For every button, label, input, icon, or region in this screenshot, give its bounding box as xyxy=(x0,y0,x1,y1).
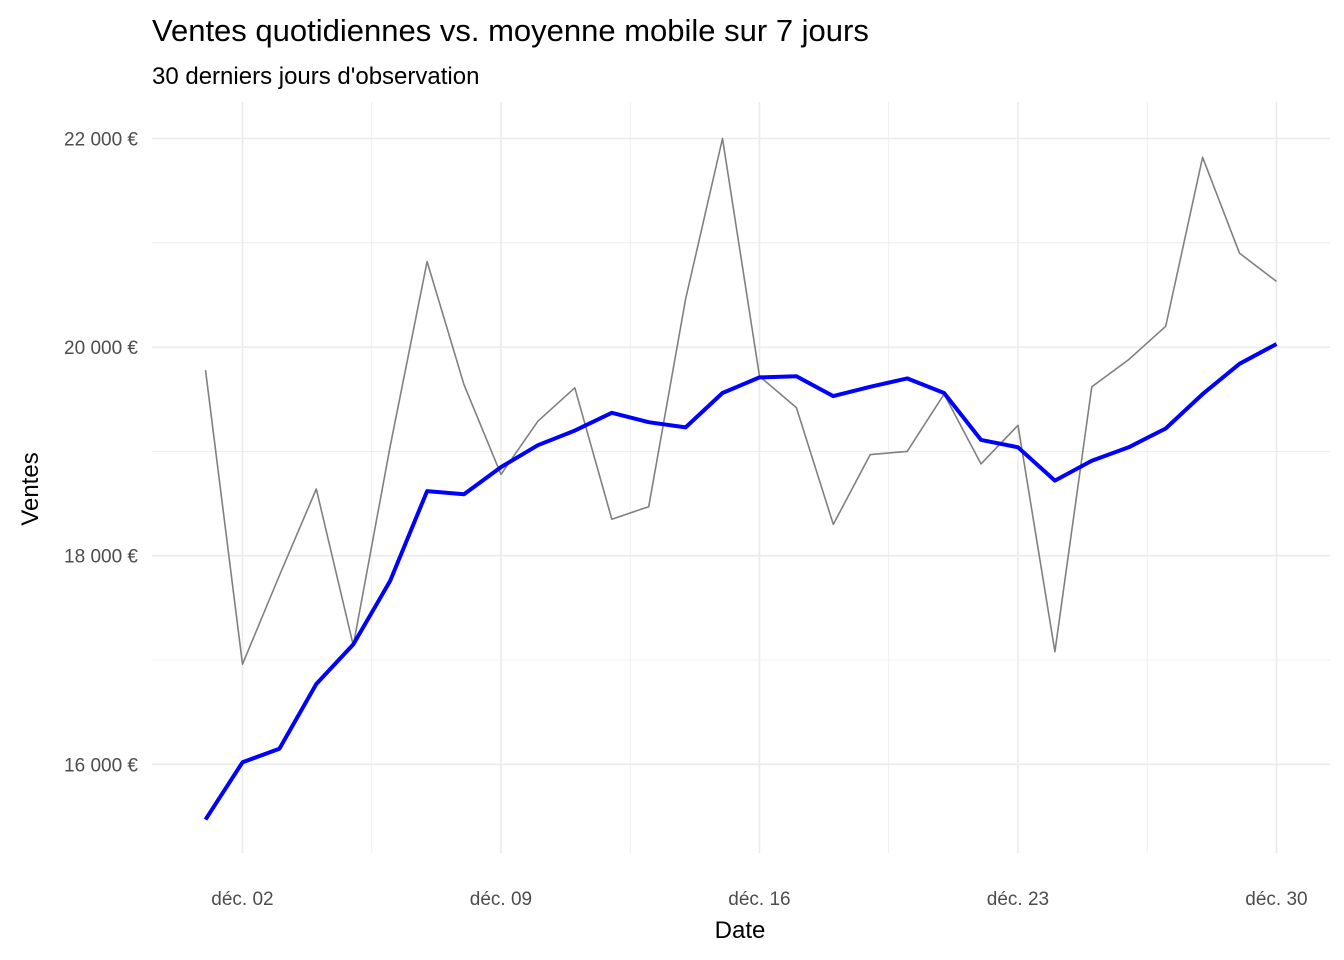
x-axis-ticks: déc. 02 déc. 09 déc. 16 déc. 23 déc. 30 xyxy=(211,889,1307,910)
y-axis-ticks: 16 000 € 18 000 € 20 000 € 22 000 € xyxy=(64,130,138,777)
y-tick-label: 16 000 € xyxy=(64,755,138,776)
daily-sales-line xyxy=(204,137,1277,666)
x-axis-title: Date xyxy=(715,917,766,944)
y-tick-label: 22 000 € xyxy=(64,130,138,151)
grid xyxy=(152,102,1330,853)
x-tick-label: déc. 16 xyxy=(728,889,790,910)
x-tick-label: déc. 02 xyxy=(211,889,273,910)
x-tick-label: déc. 30 xyxy=(1245,889,1307,910)
moving-average-line xyxy=(203,342,1278,821)
y-tick-label: 18 000 € xyxy=(64,547,138,568)
y-tick-label: 20 000 € xyxy=(64,338,138,359)
y-axis-title: Ventes xyxy=(17,452,44,525)
x-tick-label: déc. 09 xyxy=(470,889,532,910)
chart-title: Ventes quotidiennes vs. moyenne mobile s… xyxy=(152,13,869,48)
x-tick-label: déc. 23 xyxy=(987,889,1049,910)
chart-subtitle: 30 derniers jours d'observation xyxy=(152,63,479,90)
series-lines xyxy=(203,137,1278,821)
